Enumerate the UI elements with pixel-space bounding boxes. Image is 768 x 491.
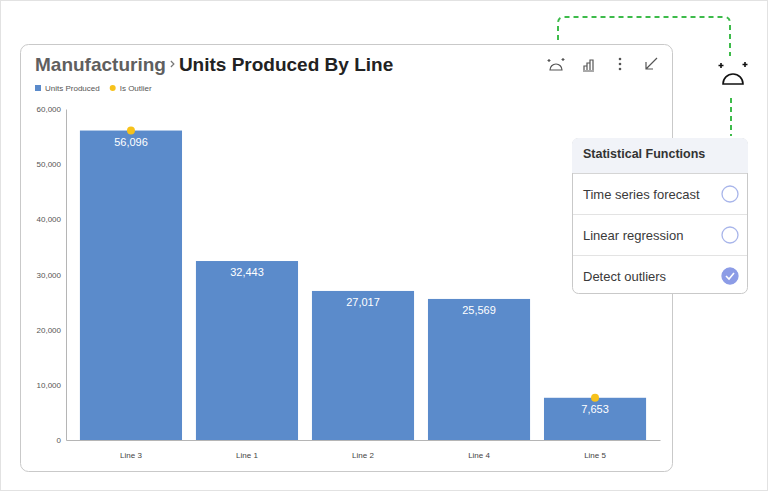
- option-radio[interactable]: [722, 186, 738, 202]
- bar: [80, 131, 182, 440]
- x-axis-line: [67, 440, 661, 441]
- bar: [312, 291, 414, 440]
- option-check: [726, 273, 734, 279]
- data-label: 25,569: [462, 304, 496, 316]
- stats-icon-dome: [723, 74, 743, 84]
- x-tick: Line 5: [584, 440, 606, 460]
- y-tick-label: 30,000: [37, 271, 62, 280]
- stats-icon[interactable]: [719, 62, 748, 84]
- more-button[interactable]: [619, 58, 622, 71]
- breadcrumb-chevron: [171, 61, 174, 67]
- option-radio[interactable]: [722, 227, 738, 243]
- more-dot: [619, 58, 622, 61]
- chart-type-button[interactable]: [583, 60, 594, 71]
- chart-title: Units Produced By Line: [179, 54, 393, 75]
- bar: [544, 398, 646, 440]
- page-frame: [1, 1, 768, 491]
- option-radio[interactable]: [722, 268, 738, 284]
- y-tick-label: 50,000: [37, 160, 62, 169]
- x-tick-label: Line 4: [468, 451, 490, 460]
- stats-icon-sparkle: [719, 62, 748, 68]
- connector: [558, 17, 731, 136]
- y-tick: 30,000: [37, 271, 66, 280]
- panel-option[interactable]: Detect outliers: [573, 256, 747, 285]
- page: Manufacturing Units Produced By Line Units…: [0, 0, 768, 491]
- x-tick-label: Line 3: [120, 451, 142, 460]
- y-tick-label: 20,000: [37, 326, 62, 335]
- y-tick: 0: [57, 436, 66, 445]
- data-label: 56,096: [114, 136, 148, 148]
- legend-swatch: [110, 85, 116, 91]
- connector-line: [730, 98, 732, 136]
- option-label: Detect outliers: [583, 269, 667, 284]
- y-tick-label: 0: [57, 436, 62, 445]
- option-divider: [573, 214, 747, 215]
- outlier-marker: [127, 127, 135, 135]
- bar: [196, 261, 298, 440]
- panel-divider: [573, 173, 747, 174]
- y-tick: 10,000: [37, 381, 66, 390]
- x-tick-label: Line 5: [584, 451, 606, 460]
- collapse-button[interactable]: [646, 58, 657, 69]
- y-tick-label: 40,000: [37, 215, 62, 224]
- x-tick: Line 3: [120, 440, 142, 460]
- bar: [428, 299, 530, 440]
- stats-button[interactable]: [550, 64, 562, 70]
- more-dot: [619, 63, 622, 66]
- y-tick: 60,000: [37, 105, 66, 114]
- y-tick: 50,000: [37, 160, 66, 169]
- y-tick: 40,000: [37, 215, 66, 224]
- option-label: Time series forecast: [583, 187, 700, 202]
- plot-area: [80, 127, 646, 440]
- panel-header: [572, 138, 748, 173]
- panel-option[interactable]: Time series forecast: [583, 186, 738, 202]
- legend: Units Produced Is Outlier: [35, 84, 152, 93]
- legend-label: Is Outlier: [120, 84, 152, 93]
- legend-swatch: [35, 85, 41, 91]
- option-label: Linear regression: [583, 228, 683, 243]
- panel-title: Statistical Functions: [583, 147, 705, 161]
- x-tick: Line 1: [236, 440, 258, 460]
- connector-line: [558, 17, 730, 56]
- y-tick-label: 60,000: [37, 105, 62, 114]
- x-axis: Line 3 Line 1 Line 2 Line 4 Line 5: [67, 440, 661, 460]
- x-tick-label: Line 2: [352, 451, 374, 460]
- x-tick: Line 4: [468, 440, 490, 460]
- toolbar: [548, 58, 658, 71]
- data-label: 27,017: [346, 296, 380, 308]
- more-dot: [619, 68, 622, 71]
- y-tick: 20,000: [37, 326, 66, 335]
- x-tick: Line 2: [352, 440, 374, 460]
- stats-sparkle: [548, 58, 565, 62]
- y-tick-label: 10,000: [37, 381, 62, 390]
- data-label: 7,653: [581, 403, 609, 415]
- outlier-marker: [591, 394, 599, 402]
- panel-option[interactable]: Linear regression: [573, 215, 747, 244]
- data-labels: 56,096 32,443 27,017 25,569 7,653: [114, 136, 609, 415]
- x-tick-label: Line 1: [236, 451, 258, 460]
- breadcrumb: Manufacturing: [35, 54, 166, 75]
- stats-panel: Statistical Functions Time series forecas…: [572, 138, 748, 294]
- legend-label: Units Produced: [45, 84, 100, 93]
- option-divider: [573, 255, 747, 256]
- y-axis: 0 10,000 20,000 30,000 40,000 50,000 60,000: [37, 105, 67, 445]
- data-label: 32,443: [230, 266, 264, 278]
- y-axis-line: [66, 110, 67, 441]
- panel-box: [573, 139, 748, 294]
